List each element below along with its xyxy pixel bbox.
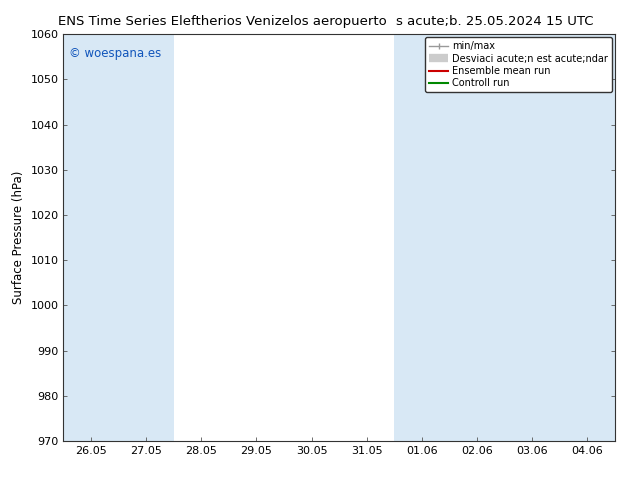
Bar [560, 34, 634, 441]
Bar [505, 34, 560, 441]
Bar [63, 34, 119, 441]
Text: ENS Time Series Eleftherios Venizelos aeropuerto: ENS Time Series Eleftherios Venizelos ae… [58, 15, 386, 28]
Text: s acute;b. 25.05.2024 15 UTC: s acute;b. 25.05.2024 15 UTC [396, 15, 593, 28]
Bar [394, 34, 450, 441]
Bar [119, 34, 174, 441]
Legend: min/max, Desviaci acute;n est acute;ndar, Ensemble mean run, Controll run: min/max, Desviaci acute;n est acute;ndar… [425, 37, 612, 92]
Text: © woespana.es: © woespana.es [69, 47, 161, 59]
Bar [450, 34, 505, 441]
Y-axis label: Surface Pressure (hPa): Surface Pressure (hPa) [12, 171, 25, 304]
